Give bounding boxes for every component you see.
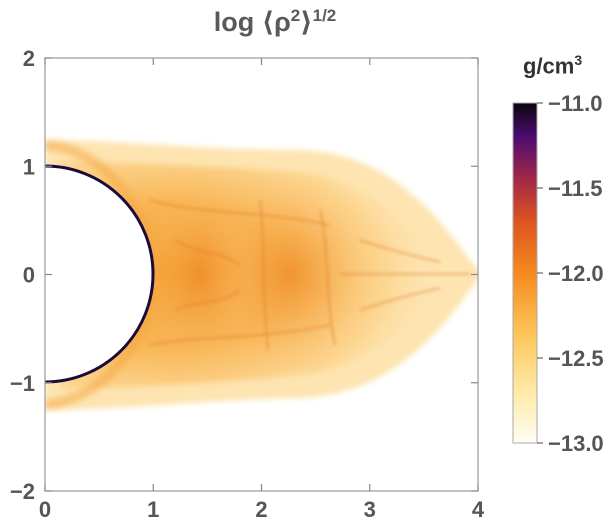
density-plume (45, 140, 478, 410)
colorbar-tick-label: −12.0 (548, 261, 604, 286)
colorbar-tick-label: −11.5 (548, 176, 602, 201)
x-tick-label: 4 (472, 497, 485, 522)
colorbar-ticks: −11.0 −11.5 −12.0 −12.5 −13.0 (537, 91, 604, 456)
y-tick-label: −1 (10, 371, 35, 396)
y-tick-label: 1 (23, 154, 35, 179)
x-tick-label: 2 (255, 497, 267, 522)
colorbar (512, 102, 538, 444)
colorbar-tick-label: −13.0 (548, 431, 604, 456)
colorbar-unit-label: g/cm3 (523, 52, 583, 79)
x-axis-ticks: 0 1 2 3 4 (39, 58, 485, 522)
y-tick-label: −2 (10, 479, 35, 504)
y-tick-label: 2 (23, 46, 35, 71)
x-tick-label: 3 (364, 497, 376, 522)
y-tick-label: 0 (23, 263, 35, 288)
chart-title: log ⟨ρ2⟩1/2 (213, 6, 337, 37)
colorbar-tick-label: −11.0 (548, 91, 602, 116)
x-tick-label: 0 (39, 497, 51, 522)
occulting-disk (45, 164, 155, 384)
colorbar-tick-label: −12.5 (548, 346, 604, 371)
y-axis-ticks: 2 1 0 −1 −2 (10, 46, 478, 504)
x-tick-label: 1 (147, 497, 159, 522)
